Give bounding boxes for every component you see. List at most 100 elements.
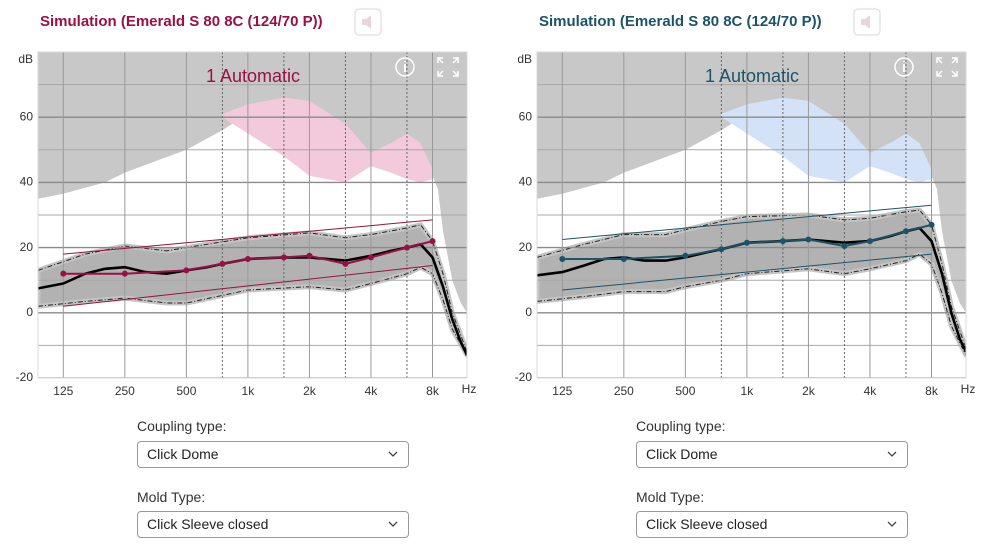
target-point xyxy=(280,254,287,261)
range-band xyxy=(721,97,932,183)
simulation-panel: Simulation (Emerald S 80 8C (124/70 P)) -… xyxy=(499,0,996,558)
target-point xyxy=(559,256,566,263)
target-point xyxy=(902,228,909,235)
info-button[interactable] xyxy=(395,57,415,77)
x-axis-unit: Hz xyxy=(961,382,976,396)
speaker-icon xyxy=(861,15,870,29)
chevron xyxy=(388,521,398,527)
target-point xyxy=(342,260,349,267)
x-tick-label: 500 xyxy=(675,384,695,398)
dropdown-value: Click Dome xyxy=(147,446,219,462)
expand-icon xyxy=(437,57,459,77)
y-tick-label: -20 xyxy=(16,370,34,384)
range-band xyxy=(222,97,433,183)
dropdown-value: Click Sleeve closed xyxy=(646,516,768,532)
limit-line xyxy=(562,253,932,291)
panel-canvas: Simulation (Emerald S 80 8C (124/70 P)) -… xyxy=(515,8,976,398)
dropdown[interactable]: Click Sleeve closed xyxy=(636,511,908,538)
y-tick-label: 40 xyxy=(519,175,533,189)
target-point xyxy=(928,221,935,228)
plot-frame xyxy=(536,51,967,379)
upper-limit xyxy=(537,209,966,349)
target-point xyxy=(805,236,812,243)
target-point xyxy=(219,260,226,267)
dropdown-value: Click Dome xyxy=(646,446,718,462)
target-point xyxy=(60,270,67,277)
target-point xyxy=(306,252,313,259)
y-axis-unit: dB xyxy=(18,52,33,66)
limit-line xyxy=(63,219,433,255)
x-tick-label: 125 xyxy=(552,384,572,398)
chevron-path xyxy=(388,521,398,527)
field-label: Mold Type: xyxy=(636,489,705,505)
lower-limit xyxy=(38,266,467,356)
speaker-icon xyxy=(362,15,371,29)
target-point xyxy=(620,256,627,263)
plot-area xyxy=(38,52,467,378)
dropdown[interactable]: Click Dome xyxy=(137,441,409,468)
lower-limit xyxy=(537,253,966,356)
program-annotation: 1 Automatic xyxy=(705,66,799,86)
expand-icon xyxy=(936,57,958,77)
target-point xyxy=(367,254,374,261)
x-axis-unit: Hz xyxy=(462,382,477,396)
chevron-path xyxy=(887,451,897,457)
target-point xyxy=(718,246,725,253)
limit-line xyxy=(63,265,433,307)
dropdown[interactable]: Click Dome xyxy=(636,441,908,468)
x-tick-label: 8k xyxy=(925,384,939,398)
field-label: Coupling type: xyxy=(137,418,227,434)
y-axis-unit: dB xyxy=(517,52,532,66)
mute-button[interactable] xyxy=(853,8,881,36)
plot-frame xyxy=(37,51,468,379)
target-point xyxy=(429,238,436,245)
expand-button[interactable] xyxy=(437,57,459,77)
target-point xyxy=(183,267,190,274)
panel-canvas: Simulation (Emerald S 80 8C (124/70 P)) -… xyxy=(16,8,477,398)
y-tick-label: 40 xyxy=(20,175,34,189)
chevron-path xyxy=(887,521,897,527)
y-tick-label: 60 xyxy=(20,109,34,123)
panel-title: Simulation (Emerald S 80 8C (124/70 P)) xyxy=(539,13,822,30)
target-point xyxy=(779,238,786,245)
y-tick-label: 20 xyxy=(519,240,533,254)
expand-button[interactable] xyxy=(936,57,958,77)
y-tick-label: -20 xyxy=(515,370,533,384)
dropdown-value: Click Sleeve closed xyxy=(147,516,269,532)
info-icon xyxy=(894,57,914,77)
x-tick-label: 8k xyxy=(426,384,440,398)
target-point xyxy=(841,242,848,249)
chevron xyxy=(887,451,897,457)
field-label: Mold Type: xyxy=(137,489,206,505)
x-tick-label: 2k xyxy=(303,384,317,398)
y-tick-label: 0 xyxy=(26,305,33,319)
target-point xyxy=(866,238,873,245)
chevron xyxy=(887,521,897,527)
info-icon xyxy=(395,57,415,77)
x-tick-label: 4k xyxy=(864,384,878,398)
x-tick-label: 4k xyxy=(365,384,379,398)
x-tick-label: 125 xyxy=(53,384,73,398)
plot-area xyxy=(537,52,966,378)
x-tick-label: 250 xyxy=(115,384,135,398)
y-tick-label: 0 xyxy=(525,305,532,319)
target-point xyxy=(403,244,410,251)
y-tick-label: 20 xyxy=(20,240,34,254)
target-point xyxy=(121,270,128,277)
target-point xyxy=(244,256,251,263)
chevron xyxy=(388,451,398,457)
mute-button[interactable] xyxy=(354,8,382,36)
y-tick-label: 60 xyxy=(519,109,533,123)
info-button[interactable] xyxy=(894,57,914,77)
x-tick-label: 1k xyxy=(741,384,755,398)
limit-line xyxy=(562,204,932,240)
x-tick-label: 2k xyxy=(802,384,816,398)
x-tick-label: 500 xyxy=(176,384,196,398)
target-point xyxy=(682,252,689,259)
dropdown[interactable]: Click Sleeve closed xyxy=(137,511,409,538)
target-point xyxy=(743,239,750,246)
program-annotation: 1 Automatic xyxy=(206,66,300,86)
simulation-panel: Simulation (Emerald S 80 8C (124/70 P)) -… xyxy=(16,8,477,538)
x-tick-label: 1k xyxy=(242,384,256,398)
